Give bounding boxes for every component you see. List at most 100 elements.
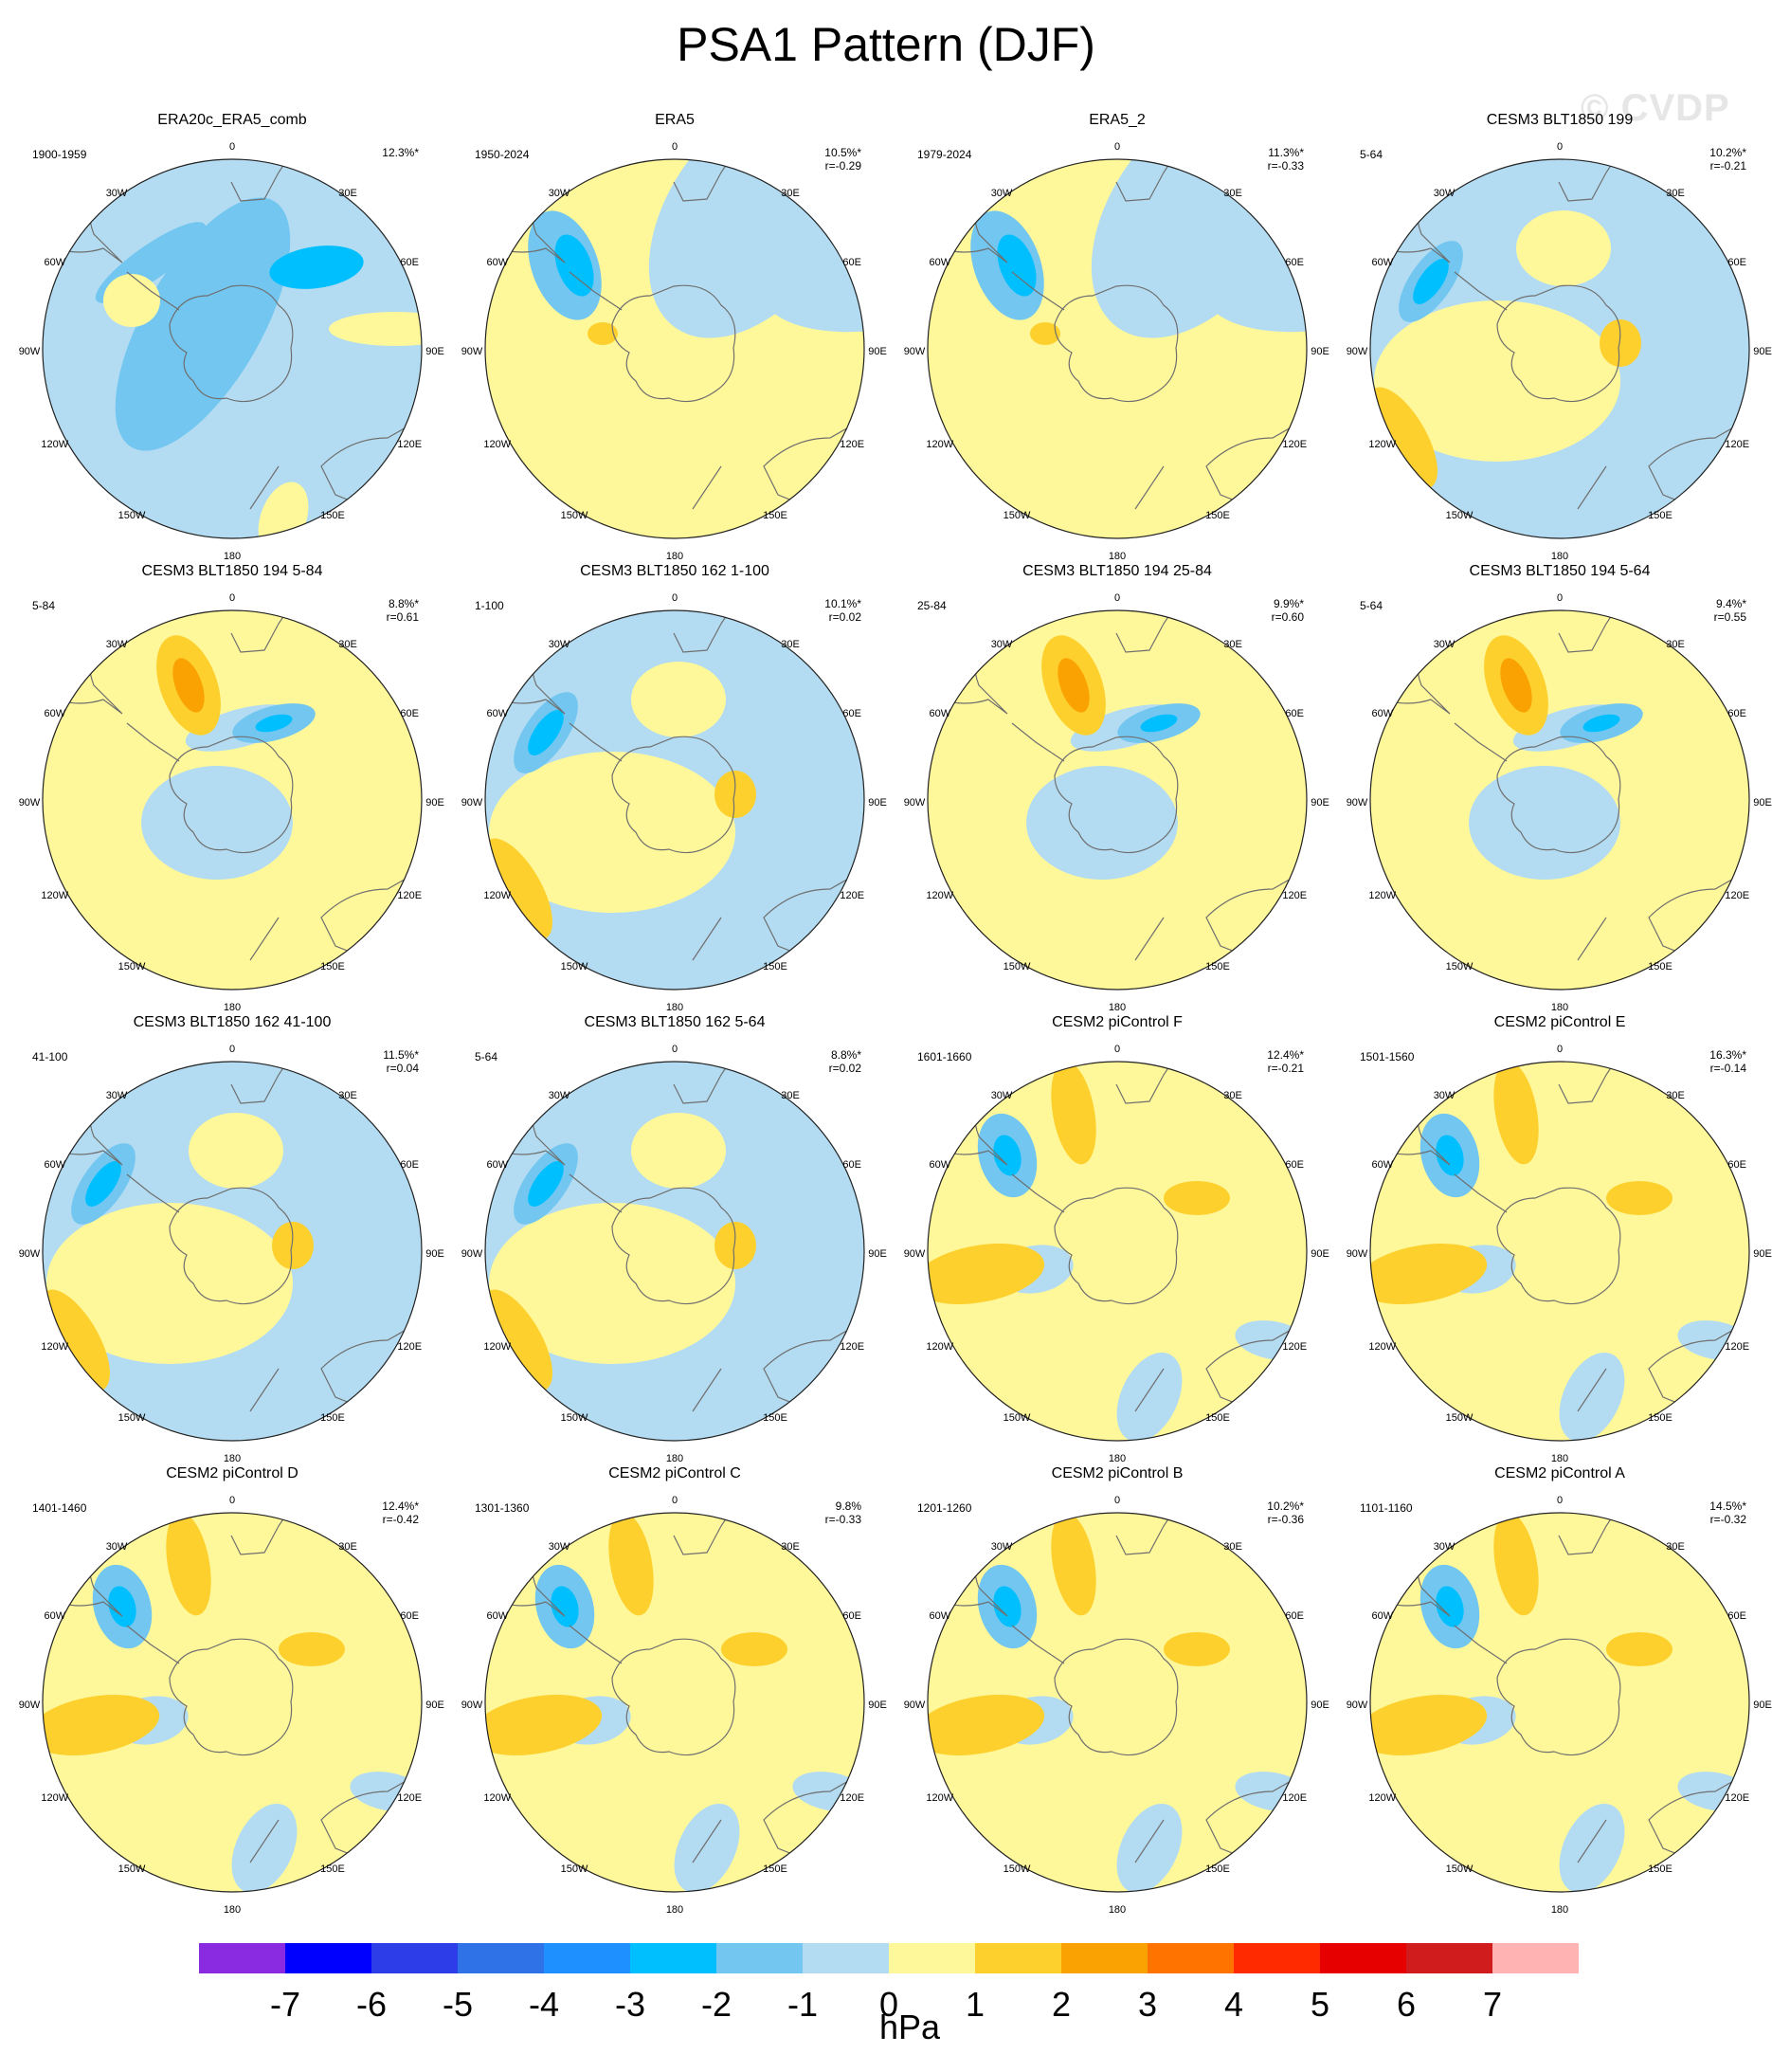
longitude-label: 90E [1311,346,1329,357]
antarctica-outline [169,284,294,403]
longitude-label: 30W [1433,638,1456,650]
antarctic-peninsula-outline [1011,1173,1065,1213]
longitude-label: 120W [483,1341,512,1353]
longitude-label: 150W [560,510,588,522]
longitude-label: 180 [1108,1904,1127,1916]
longitude-label: 60W [486,257,509,268]
antarctica-outline [1496,1187,1621,1305]
longitude-label: 120E [1725,890,1750,901]
longitude-label: 60E [1727,708,1746,719]
longitude-label: 90E [425,346,444,357]
africa-outline [1115,159,1174,202]
slp-anomaly-contour [1582,714,1620,733]
longitude-label: 120E [1282,1792,1308,1804]
longitude-label: 60W [486,1610,509,1622]
slp-anomaly-contour [1116,1803,1183,1892]
longitude-label: 120W [1368,890,1397,901]
explained-variance: 10.2%* [1709,146,1746,159]
slp-anomaly-contour [608,1513,654,1616]
explained-variance: 9.8% [835,1499,861,1513]
colorbar-swatch [889,1943,975,1973]
longitude-label: 60E [400,1159,419,1171]
new-zealand-outline [692,1368,722,1412]
longitude-label: 180 [223,1904,242,1916]
slp-anomaly-contour [489,752,735,913]
longitude-label: 90W [903,797,926,809]
antarctic-peninsula-outline [1011,271,1065,311]
map-frame [927,1512,1308,1893]
panel-stats: 10.2%* r=-0.21 [1709,146,1746,173]
slp-anomaly-contour [115,197,291,451]
slp-anomaly-contour [1600,319,1641,367]
longitude-label: 150W [118,510,146,522]
map-panel: ERA5_2 1979-2024 11.3%* r=-0.33 0 30E 60E 90E 12… [898,112,1336,562]
panel-stats: 8.8%* r=0.61 [387,597,419,624]
longitude-label: 120W [483,1792,512,1804]
antarctica-outline [611,1187,736,1305]
longitude-label: 120W [41,1341,69,1353]
colorbar-swatch [544,1943,630,1973]
map-panel: CESM2 piControl C 1301-1360 9.8% r=-0.33 0 30… [456,1465,894,1916]
panel-title: CESM3 BLT1850 162 5-64 [584,1014,766,1030]
pattern-correlation: r=0.60 [1271,610,1304,624]
map-frame [484,158,865,539]
colorbar-swatch [1320,1943,1406,1973]
slp-anomaly-contour [1559,1352,1625,1441]
longitude-label: 0 [1113,1044,1121,1055]
antarctic-peninsula-outline [1454,722,1508,762]
new-zealand-outline [1134,1819,1165,1863]
panel-period: 5-64 [1360,599,1383,612]
new-zealand-outline [1577,917,1607,961]
longitude-label: 90E [868,1699,887,1711]
slp-anomaly-contour [554,234,594,297]
longitude-label: 30W [548,1089,570,1101]
colorbar-swatch [285,1943,371,1973]
longitude-label: 60E [1727,1610,1746,1622]
slp-anomaly-contour [108,1586,136,1627]
antarctica-outline [1496,736,1621,854]
map-frame [1369,609,1750,991]
africa-outline [230,159,289,202]
longitude-label: 120W [483,439,512,450]
longitude-label: 120W [1368,1792,1397,1804]
longitude-label: 120W [926,1792,954,1804]
antarctica-outline [611,1638,736,1756]
new-zealand-outline [692,465,722,510]
slp-anomaly-contour [166,1513,211,1616]
longitude-label: 120W [41,1792,69,1804]
slp-anomaly-contour [46,479,103,520]
antarctica-outline [611,284,736,403]
panel-period: 1979-2024 [917,148,972,161]
longitude-label: 90W [1346,1248,1368,1260]
longitude-label: 150E [320,961,345,973]
longitude-label: 60W [44,708,66,719]
panel-title: CESM3 BLT1850 194 5-84 [141,563,323,579]
longitude-label: 120E [1725,1792,1750,1804]
panel-stats: 16.3%* r=-0.14 [1709,1048,1746,1075]
pattern-correlation: r=-0.42 [382,1513,419,1526]
new-zealand-outline [1577,1368,1607,1412]
explained-variance: 8.8%* [830,1048,861,1062]
longitude-label: 150E [763,510,787,522]
polar-stereographic-map [484,609,865,991]
panel-stats: 14.5%* r=-0.32 [1709,1499,1746,1526]
longitude-label: 60W [929,1159,951,1171]
longitude-label: 120W [926,439,954,450]
longitude-label: 90W [18,797,41,809]
longitude-label: 150E [1205,961,1230,973]
map-panel: CESM3 BLT1850 162 5-64 5-64 8.8%* r=0.02 0 30… [456,1014,894,1464]
pattern-correlation: r=-0.14 [1709,1062,1746,1075]
new-zealand-outline [1134,917,1165,961]
panel-period: 1501-1560 [1360,1050,1415,1063]
slp-anomaly-contour [721,1632,787,1666]
slp-anomaly-contour [1469,766,1620,880]
map-frame [484,1512,865,1893]
longitude-label: 150E [1205,510,1230,522]
longitude-label: 60E [1285,1610,1304,1622]
antarctica-outline [169,736,294,854]
colorbar-tick-label: -6 [355,1985,387,2024]
slp-anomaly-contour [255,714,293,733]
new-zealand-outline [1134,1368,1165,1412]
longitude-label: 150E [763,1863,787,1876]
panel-stats: 11.5%* r=0.04 [383,1048,419,1075]
